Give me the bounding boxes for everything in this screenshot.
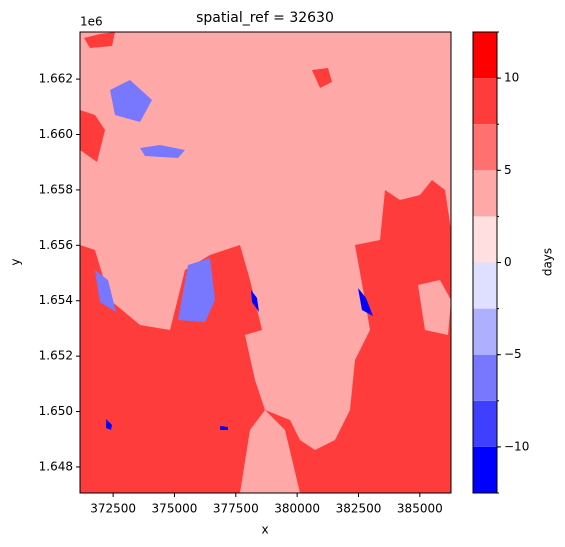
y-tick-label: 1.652 [39, 349, 73, 363]
map-region [95, 270, 116, 312]
colorbar-bin [473, 124, 497, 171]
map [80, 32, 451, 493]
map-region [220, 426, 228, 430]
map-region [251, 290, 259, 312]
y-axis-label: y [9, 258, 23, 265]
map-region [80, 110, 105, 162]
map-region [140, 145, 185, 158]
x-axis-label: x [261, 523, 268, 537]
x-tick-label: 375000 [152, 502, 198, 516]
map-region [110, 80, 152, 122]
y-tick-label: 1.648 [39, 459, 73, 473]
y-tick-label: 1.654 [39, 293, 73, 307]
map-region [358, 288, 373, 316]
colorbar-tick-label: −10 [504, 439, 529, 453]
colorbar-bin [473, 354, 497, 401]
x-tick-label: 377500 [213, 502, 259, 516]
colorbar-tick-label: 10 [504, 71, 519, 85]
map-region [312, 68, 332, 88]
colorbar-frame [472, 31, 498, 494]
x-tick-label: 372500 [90, 502, 136, 516]
y-tick-label: 1.650 [39, 404, 73, 418]
y-tick-label: 1.662 [39, 72, 73, 86]
map-region [80, 180, 451, 493]
colorbar-tick-label: 5 [504, 163, 512, 177]
colorbar-bin [473, 216, 497, 263]
x-tick-label: 380000 [274, 502, 320, 516]
colorbar-bin [473, 262, 497, 309]
y-tick-label: 1.660 [39, 127, 73, 141]
map-region [106, 419, 112, 430]
x-tick-label: 382500 [336, 502, 382, 516]
colorbar-tick-label: −5 [504, 347, 522, 361]
y-tick-label: 1.658 [39, 182, 73, 196]
plot-frame [79, 31, 452, 494]
map-region [418, 280, 451, 335]
colorbar-bin [473, 78, 497, 125]
colorbar-bin [473, 400, 497, 447]
x-tick-label: 385000 [397, 502, 443, 516]
colorbar-bin [473, 446, 497, 493]
colorbar-label: days [541, 248, 555, 276]
map-region [84, 32, 115, 48]
colorbar-bin [473, 308, 497, 355]
map-region [240, 410, 300, 493]
colorbar-tick-label: 0 [504, 255, 512, 269]
colorbar-bin [473, 170, 497, 217]
colorbar-bin [473, 32, 497, 79]
chart-title: spatial_ref = 32630 [196, 10, 334, 26]
map-region [178, 258, 215, 322]
y-tick-label: 1.656 [39, 238, 73, 252]
y-offset-label: 1e6 [80, 15, 103, 29]
